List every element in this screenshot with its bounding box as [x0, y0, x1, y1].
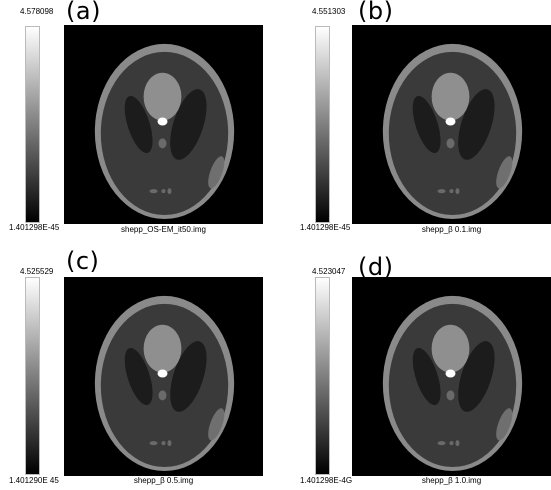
image-caption: shepp_β 0.1.img [421, 225, 482, 234]
phantom-image [352, 277, 551, 476]
panel-label: (d) [358, 253, 394, 281]
panel-a: (a) 4.578098 1.401298E-45 shepp_OS-EM_it… [0, 0, 275, 245]
colorbar [25, 26, 40, 223]
phantom-image [64, 277, 263, 476]
colorbar-min-label: 1.401298E-45 [9, 223, 60, 232]
colorbar-min-label: 1.401290E 45 [9, 476, 59, 485]
colorbar-max-label: 4.523047 [312, 267, 346, 276]
colorbar-max-label: 4.578098 [20, 7, 54, 16]
panel-c: (c) 4.525529 1.401290E 45 shepp_β 0.5.im… [0, 245, 275, 490]
colorbar-max-label: 4.525529 [20, 267, 54, 276]
panel-b: (b) 4.551303 1.401298E-45 shepp_β 0.1.im… [276, 0, 551, 245]
colorbar [315, 26, 330, 223]
image-caption: shepp_β 1.0.img [421, 476, 482, 485]
panel-d: (d) 4.523047 1.401298E-4G shepp_β 1.0.im… [276, 245, 551, 490]
colorbar-min-label: 1.401298E-45 [300, 223, 351, 232]
panel-label: (c) [66, 247, 100, 275]
colorbar-max-label: 4.551303 [312, 7, 346, 16]
panel-label: (b) [358, 0, 394, 25]
phantom-image [352, 25, 551, 224]
colorbar [25, 277, 40, 475]
colorbar [315, 277, 330, 475]
panel-label: (a) [66, 0, 101, 25]
image-caption: shepp_β 0.5.img [133, 476, 194, 485]
colorbar-min-label: 1.401298E-4G [300, 476, 353, 485]
phantom-image [64, 25, 263, 224]
image-caption: shepp_OS-EM_it50.img [121, 225, 206, 234]
